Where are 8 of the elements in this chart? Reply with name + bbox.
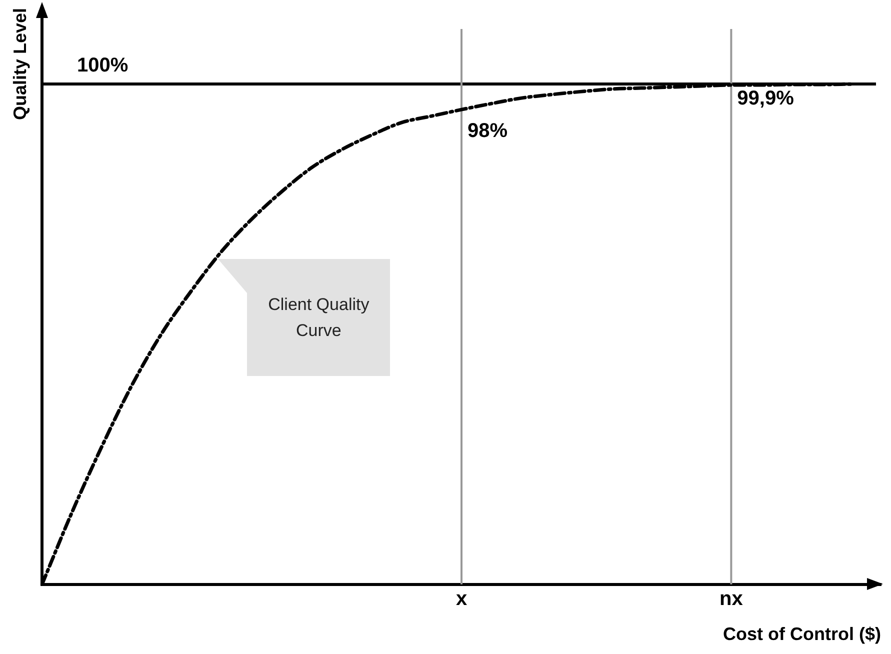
x-axis-title: Cost of Control ($)	[723, 624, 881, 644]
annotation: 98%	[468, 120, 508, 142]
ref-line-label: 100%	[77, 54, 128, 77]
annotation: Client Quality Curve	[247, 259, 390, 376]
x-tick-label: nx	[720, 588, 743, 610]
y-axis-title: Quality Level	[10, 8, 30, 120]
annotation: 99,9%	[737, 88, 794, 110]
x-tick-label: x	[456, 588, 468, 610]
